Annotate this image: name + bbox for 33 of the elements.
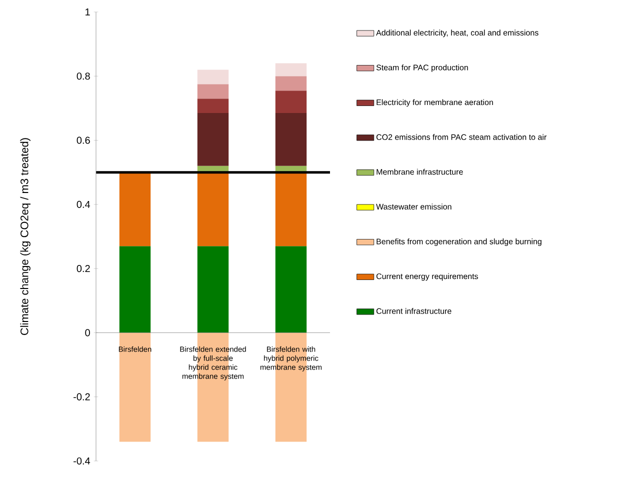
legend-label: Steam for PAC production bbox=[376, 64, 468, 72]
legend-label: CO2 emissions from PAC steam activation to air bbox=[376, 134, 546, 140]
y-tick-label: -0.2 bbox=[74, 393, 90, 400]
y-tick-label: 0.2 bbox=[76, 265, 90, 272]
y-tick-label: -0.4 bbox=[74, 457, 90, 465]
legend-label: Current energy requirements bbox=[376, 273, 478, 281]
bar bbox=[119, 172, 151, 246]
legend-label: Benefits from cogeneration and sludge burning bbox=[376, 238, 542, 246]
bar bbox=[275, 76, 307, 91]
bar bbox=[275, 113, 307, 166]
bar bbox=[275, 246, 307, 333]
bar bbox=[197, 113, 229, 166]
y-axis-title: Climate change (kg CO2eq / m3 treated) bbox=[20, 138, 30, 335]
bar bbox=[197, 70, 229, 84]
legend-label: Electricity for membrane aeration bbox=[376, 99, 493, 107]
bar bbox=[197, 84, 229, 99]
bar bbox=[119, 332, 151, 442]
y-tick-label: 0.6 bbox=[76, 136, 90, 144]
bar bbox=[275, 63, 307, 76]
legend-label: Membrane infrastructure bbox=[376, 168, 463, 175]
y-tick-label: 1 bbox=[86, 8, 90, 16]
legend-label: Wastewater emission bbox=[376, 204, 452, 210]
bar bbox=[197, 246, 229, 333]
y-tick-label: 0.4 bbox=[76, 200, 90, 208]
bar bbox=[275, 172, 307, 246]
bar bbox=[119, 246, 151, 333]
y-tick-label: 0.8 bbox=[76, 72, 90, 80]
legend-label: Additional electricity, heat, coal and emissions bbox=[376, 30, 538, 38]
bar bbox=[197, 172, 229, 246]
bar bbox=[275, 90, 307, 114]
bar bbox=[197, 98, 229, 114]
y-tick-label: 0 bbox=[85, 329, 90, 336]
legend-label: Current infrastructure bbox=[376, 308, 452, 314]
